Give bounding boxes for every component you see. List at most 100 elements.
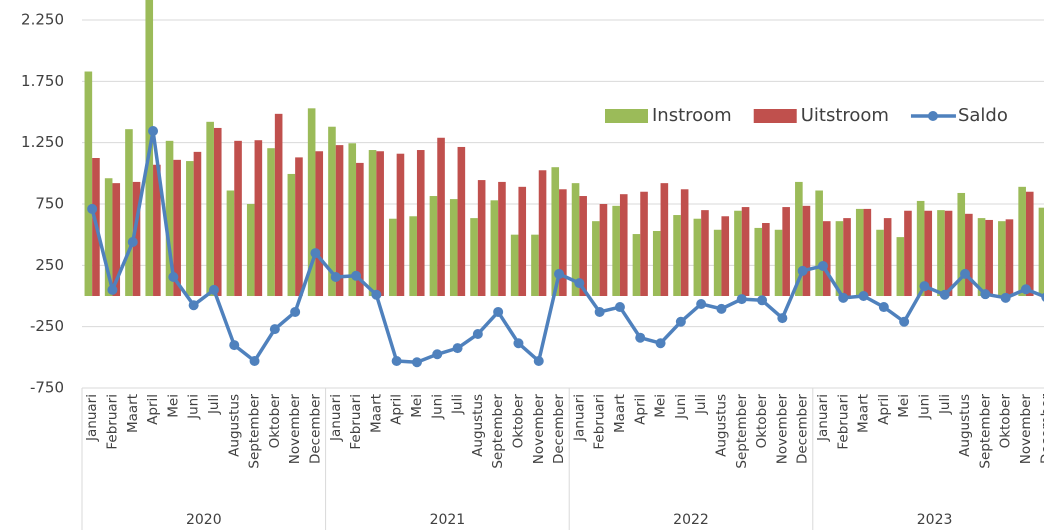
month-label: Oktober <box>998 394 1014 449</box>
month-label: November <box>774 394 790 465</box>
legend-swatch <box>605 109 648 123</box>
bar <box>632 234 641 296</box>
saldo-point <box>452 343 463 354</box>
bar <box>287 173 296 296</box>
saldo-point <box>310 248 321 259</box>
bar <box>571 183 580 296</box>
y-tick-label: 1.750 <box>21 72 64 90</box>
bar <box>254 140 263 296</box>
bar <box>721 216 730 296</box>
month-label: Mei <box>896 394 912 418</box>
saldo-point <box>208 284 219 295</box>
legend-swatch <box>927 111 938 121</box>
bar <box>213 127 222 297</box>
bar <box>274 113 283 296</box>
bar <box>619 194 628 296</box>
month-label: Oktober <box>510 394 526 449</box>
bar <box>883 218 892 296</box>
legend-label: Uitstroom <box>801 105 889 126</box>
month-label: Juni <box>673 394 689 420</box>
bar <box>1018 186 1026 296</box>
legend-swatch <box>753 109 797 123</box>
bar <box>84 71 93 297</box>
month-label: Februari <box>835 394 851 450</box>
bar <box>815 190 823 296</box>
month-label: Juni <box>916 394 932 420</box>
bar <box>762 223 770 296</box>
bar <box>741 207 750 296</box>
bar <box>599 204 608 296</box>
month-label: Juni <box>186 394 202 420</box>
bar <box>944 210 953 296</box>
saldo-point <box>554 268 565 279</box>
month-label: September <box>734 394 750 469</box>
bar <box>490 200 499 296</box>
month-label: Februari <box>104 394 120 450</box>
saldo-point <box>330 271 341 282</box>
saldo-point <box>269 324 280 335</box>
bar <box>937 210 945 296</box>
bar <box>640 191 648 296</box>
bar <box>592 221 600 296</box>
saldo-point <box>980 289 991 300</box>
bar <box>186 161 194 296</box>
month-label: Augustus <box>957 394 973 457</box>
bar <box>774 229 783 296</box>
month-label: Maart <box>612 394 628 433</box>
bar <box>977 218 986 296</box>
bar <box>538 170 547 296</box>
bar <box>335 145 344 296</box>
year-label: 2023 <box>917 512 953 528</box>
bar <box>822 221 831 296</box>
month-label: Januari <box>328 394 344 442</box>
saldo-point <box>513 338 524 349</box>
bar <box>612 205 620 296</box>
month-label: Oktober <box>267 394 283 449</box>
month-label: April <box>632 394 648 425</box>
month-label: Juli <box>206 394 222 415</box>
saldo-point <box>594 306 605 317</box>
month-label: December <box>1038 394 1044 464</box>
bar <box>470 218 478 296</box>
y-tick-label: 750 <box>35 195 64 213</box>
bar <box>863 208 872 296</box>
bar <box>376 151 384 296</box>
month-label: Mei <box>165 394 181 418</box>
bar <box>855 208 864 296</box>
bar <box>246 204 255 296</box>
month-label: Mei <box>409 394 425 418</box>
y-tick-label: -750 <box>30 379 64 397</box>
bar <box>226 190 235 296</box>
bar <box>477 180 486 296</box>
bar <box>193 151 202 296</box>
bar <box>1005 219 1014 296</box>
saldo-point <box>817 260 828 271</box>
y-tick-label: -250 <box>30 317 64 335</box>
bar <box>429 196 438 296</box>
bar <box>701 210 709 296</box>
month-label: Juli <box>693 394 709 415</box>
y-tick-label: 2.250 <box>21 11 64 29</box>
saldo-point <box>411 357 422 368</box>
month-label: November <box>1018 394 1034 465</box>
bar <box>713 229 722 296</box>
month-label: Augustus <box>713 394 729 457</box>
bar <box>449 199 458 296</box>
saldo-point <box>127 237 138 248</box>
saldo-point <box>1041 292 1044 302</box>
bar <box>315 151 324 296</box>
saldo-point <box>878 302 889 313</box>
saldo-point <box>168 271 179 282</box>
month-label: December <box>795 394 811 464</box>
month-label: Augustus <box>470 394 486 457</box>
bar <box>673 215 681 296</box>
saldo-point <box>736 294 747 305</box>
bar <box>531 234 539 296</box>
y-tick-label: 1.250 <box>21 133 64 151</box>
bar <box>1038 207 1044 296</box>
bar <box>924 210 933 296</box>
saldo-point <box>757 295 768 306</box>
bar <box>165 140 174 296</box>
bar <box>498 181 506 296</box>
bar <box>437 137 445 296</box>
